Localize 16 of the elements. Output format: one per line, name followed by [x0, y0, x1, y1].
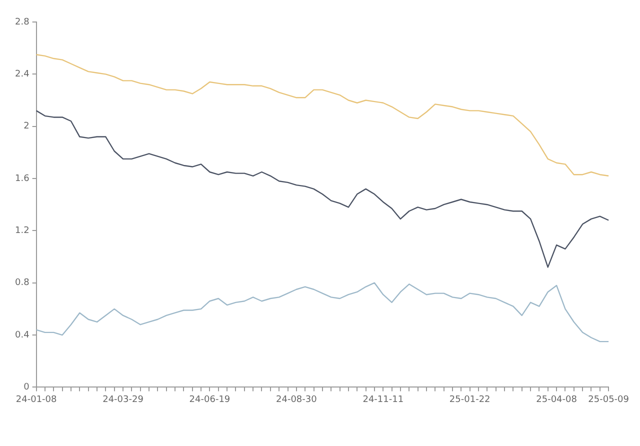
y-tick-label: 2.4 — [14, 70, 30, 80]
x-tick-label: 25-05-09 — [588, 394, 630, 405]
y-tick-label: 0.4 — [14, 330, 30, 340]
x-tick-label: 24-03-29 — [102, 394, 144, 405]
x-tick-label: 24-06-19 — [189, 394, 230, 405]
x-tick-label: 25-04-08 — [536, 394, 578, 405]
x-tick-label: 24-11-11 — [362, 394, 404, 405]
y-tick-label: 1.2 — [14, 226, 30, 236]
y-tick-label: 1.6 — [14, 174, 30, 184]
y-tick-label: 0 — [24, 382, 30, 393]
x-tick-label: 24-08-30 — [276, 394, 318, 405]
y-tick-label: 0.8 — [14, 278, 30, 288]
x-tick-label: 24-01-08 — [16, 394, 58, 405]
y-tick-label: 2 — [24, 122, 30, 132]
x-tick-label: 25-01-22 — [449, 394, 490, 405]
y-tick-label: 2.8 — [14, 17, 30, 28]
